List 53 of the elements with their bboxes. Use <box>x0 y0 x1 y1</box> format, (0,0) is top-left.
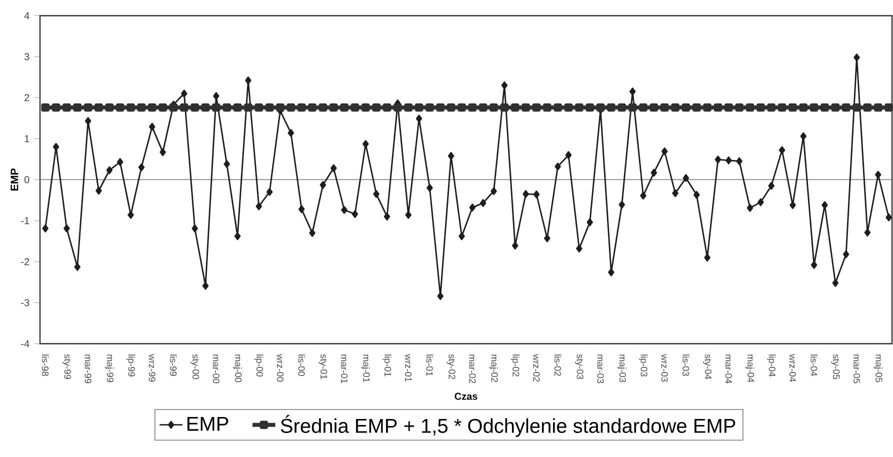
x-tick-label: sty-00 <box>190 354 200 380</box>
x-tick-label: sty-99 <box>62 354 71 380</box>
x-tick-label: lis-01 <box>426 354 434 376</box>
x-tick-label: maj-02 <box>489 354 498 382</box>
x-tick-label: sty-01 <box>318 354 328 380</box>
x-tick-label: lis-98 <box>42 354 49 376</box>
x-tick-label: mar-02 <box>469 354 476 384</box>
x-tick-label: maj-00 <box>233 354 242 382</box>
y-tick-label: 1 <box>24 135 30 142</box>
legend-label: EMP <box>187 416 228 431</box>
x-tick-label: wrz-01 <box>405 354 412 382</box>
x-tick-label: sty-03 <box>574 354 584 380</box>
x-tick-label: mar-01 <box>340 354 348 384</box>
x-tick-label: wrz-04 <box>789 354 796 382</box>
x-tick-label: mar-99 <box>84 354 92 384</box>
y-tick-label: -2 <box>21 258 30 266</box>
x-tick-label: lip-00 <box>254 354 264 377</box>
x-tick-label: lip-02 <box>510 354 520 376</box>
y-tick-label: 4 <box>24 12 30 20</box>
y-tick-label: -1 <box>21 217 30 224</box>
x-tick-label: maj-03 <box>618 354 626 382</box>
x-tick-label: wrz-02 <box>533 354 540 382</box>
y-tick-label: 3 <box>24 53 30 60</box>
x-tick-label: lis-00 <box>298 354 306 376</box>
x-tick-label: mar-00 <box>212 354 220 384</box>
x-tick-label: lip-04 <box>766 354 776 377</box>
x-tick-label: lis-04 <box>810 354 818 376</box>
x-tick-label: lip-99 <box>126 354 136 376</box>
y-tick-label: -3 <box>21 299 30 306</box>
x-tick-label: maj-01 <box>361 354 370 382</box>
x-tick-label: mar-03 <box>597 354 604 384</box>
x-tick-label: lis-02 <box>554 354 562 376</box>
x-tick-label: lis-03 <box>682 354 690 376</box>
x-tick-label: sty-02 <box>446 354 456 380</box>
x-tick-label: sty-04 <box>703 354 712 380</box>
y-tick-label: -4 <box>21 340 30 348</box>
y-tick-label: 0 <box>24 176 30 184</box>
x-tick-label: lip-03 <box>638 354 648 376</box>
x-tick-label: maj-05 <box>874 354 882 382</box>
x-tick-label: wrz-99 <box>148 354 156 382</box>
x-tick-label: maj-99 <box>105 354 114 382</box>
x-axis-title: Czas <box>454 392 478 400</box>
x-tick-label: wrz-03 <box>661 354 668 382</box>
y-axis-title: EMP <box>10 168 18 191</box>
x-tick-label: lip-01 <box>382 354 392 376</box>
legend-label: Średnia EMP + 1,5 * Odchylenie standardowe EMP <box>280 414 736 437</box>
x-tick-label: mar-05 <box>853 354 860 384</box>
x-tick-label: sty-05 <box>831 354 840 380</box>
x-tick-label: maj-04 <box>746 354 754 382</box>
x-tick-label: lis-99 <box>170 354 177 376</box>
y-tick-label: 2 <box>24 94 30 102</box>
x-tick-label: wrz-00 <box>276 354 284 382</box>
x-tick-label: mar-04 <box>725 354 732 384</box>
